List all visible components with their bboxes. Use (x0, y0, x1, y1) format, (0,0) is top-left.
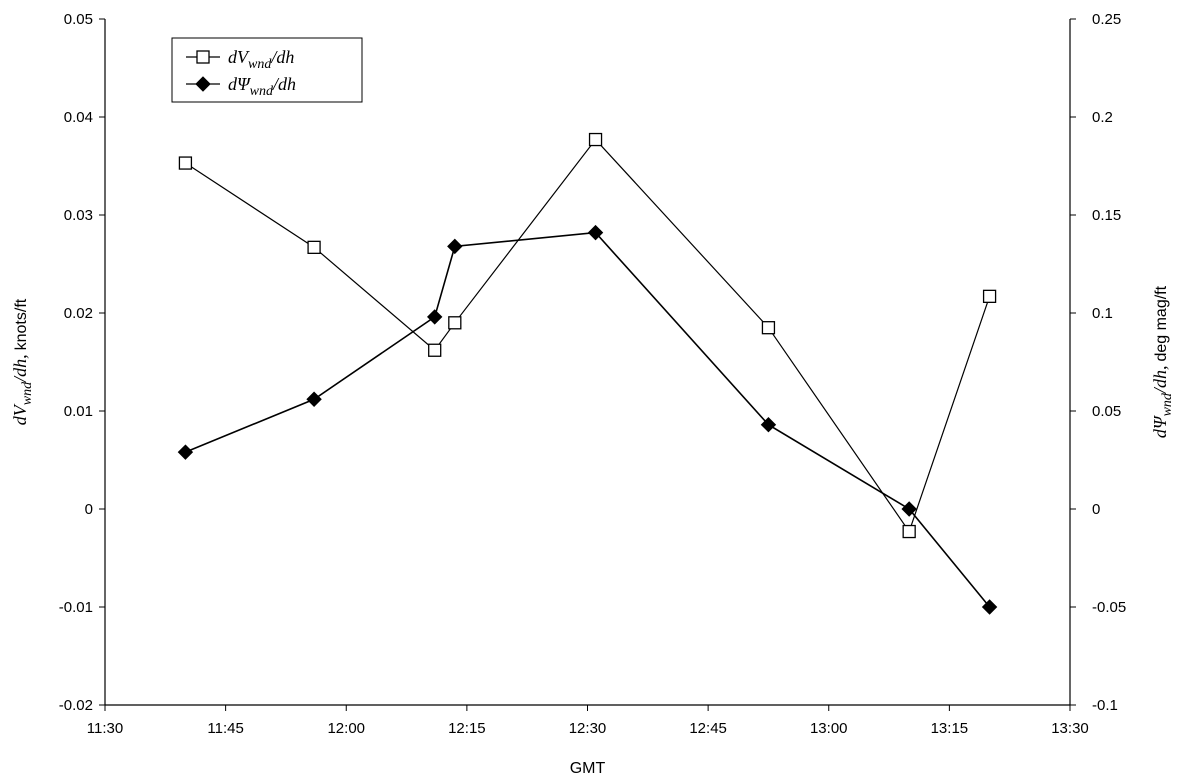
legend-label-2: dΨwnd/dh (228, 74, 296, 99)
x-tick-label: 12:15 (448, 720, 486, 737)
series-1-point (902, 524, 916, 539)
legend-box (171, 37, 363, 103)
series-2-point (981, 599, 998, 615)
legend-label-1: dVwnd/dh (228, 47, 294, 72)
series-1-point (307, 240, 321, 254)
x-tick-label: 11:45 (207, 720, 243, 737)
y-title-tail: /dh, (1150, 366, 1170, 395)
y-title-sub: wnd (20, 381, 35, 405)
y-title-sub: wnd (1160, 392, 1175, 416)
series-1-line (185, 138, 991, 533)
y-left-tick-label: -0.01 (59, 599, 93, 616)
series-1-point (448, 316, 462, 330)
series-1-point (428, 343, 442, 357)
y-right-tick-label: -0.05 (1092, 599, 1126, 616)
y-right-tick-label: 0.15 (1092, 207, 1121, 224)
y-right-tick-label: -0.1 (1092, 697, 1118, 714)
y-right-tick-label: 0.25 (1092, 11, 1121, 28)
series-2-point (427, 309, 443, 325)
legend-tail: /dh (270, 47, 294, 67)
legend-marker (196, 50, 210, 64)
legend-marker (195, 76, 211, 92)
series-1-point (982, 289, 997, 303)
series-2-line (185, 231, 991, 608)
y-title-main: dV (10, 403, 30, 425)
y-left-tick-label: 0.01 (64, 403, 93, 420)
series-2-point (447, 238, 463, 255)
series-1-point (761, 321, 776, 335)
series-2 (177, 224, 998, 615)
y-right-tick-label: 0.1 (1092, 305, 1113, 322)
x-axis-title: GMT (570, 760, 606, 777)
y-left-tick-label: -0.02 (59, 697, 93, 714)
y-title-tail: /dh, (10, 354, 30, 383)
x-tick-label: 13:00 (810, 720, 848, 737)
series-1 (178, 132, 997, 539)
series-2-point (901, 501, 917, 517)
series-2-point (306, 391, 322, 407)
y-left-axis-title: dVwnd/dh, knots/ft (10, 298, 35, 425)
y-title-main: dΨ (1150, 414, 1170, 438)
series-2-point (760, 417, 777, 433)
legend-sub: wnd (248, 57, 272, 72)
x-tick-label: 12:45 (689, 720, 727, 737)
x-tick-label: 12:30 (569, 720, 607, 737)
x-tick-label: 11:30 (87, 720, 123, 737)
y-left-tick-label: 0.05 (64, 11, 93, 28)
x-tick-label: 13:15 (931, 720, 969, 737)
y-title-unit: knots/ft (13, 298, 30, 350)
legend-tail: /dh (272, 74, 296, 94)
y-left-tick-label: 0.03 (64, 207, 93, 224)
y-left-tick-label: 0 (85, 501, 93, 518)
series-2-point (587, 224, 604, 241)
y-title-unit: deg mag/ft (1153, 285, 1170, 361)
y-left-tick-label: 0.02 (64, 305, 93, 322)
series-2-point (177, 444, 194, 460)
y-right-tick-label: 0.05 (1092, 403, 1121, 420)
y-left-tick-label: 0.04 (64, 109, 93, 126)
legend-main: dV (228, 47, 250, 67)
x-tick-label: 12:00 (327, 720, 365, 737)
x-tick-label: 13:30 (1051, 720, 1089, 737)
series-1-point (178, 156, 193, 170)
legend-main: dΨ (228, 74, 252, 94)
legend-sub: wnd (250, 84, 274, 99)
y-right-tick-label: 0.2 (1092, 109, 1113, 126)
y-right-tick-label: 0 (1092, 501, 1100, 518)
series-1-point (588, 132, 603, 147)
y-right-axis-title: dΨwnd/dh, deg mag/ft (1150, 285, 1175, 438)
